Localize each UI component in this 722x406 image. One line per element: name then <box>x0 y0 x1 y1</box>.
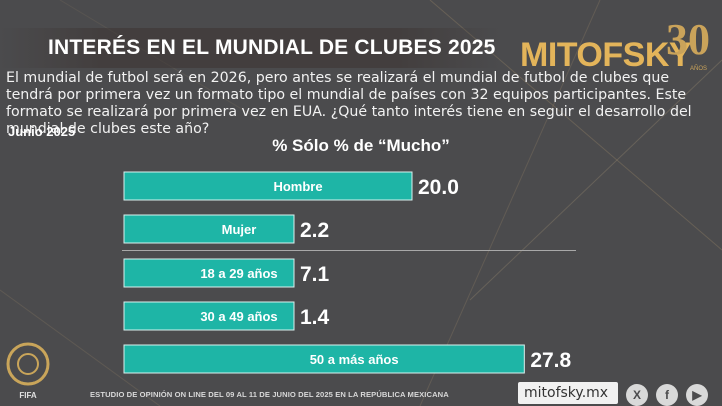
logo-anniversary-sub: AÑOS <box>690 66 708 72</box>
website-link[interactable]: mitofsky.mx <box>518 382 618 404</box>
page-title: INTERÉS EN EL MUNDIAL DE CLUBES 2025 <box>48 36 496 59</box>
youtube-icon[interactable]: ▶ <box>686 384 708 406</box>
bar-4 <box>123 344 525 374</box>
logo-anniversary-number: 30 <box>666 15 710 64</box>
x-icon[interactable]: X <box>626 384 648 406</box>
logo-text: MITOFSKY <box>520 36 692 74</box>
badge-org: FIFA <box>19 391 37 400</box>
bar-2 <box>123 258 295 288</box>
bar-3 <box>123 301 295 331</box>
bar-category-label: Mujer <box>222 222 257 237</box>
bar-value-label: 2.2 <box>300 219 329 242</box>
survey-question: El mundial de futbol será en 2026, pero … <box>6 70 692 137</box>
bar-0 <box>123 171 413 201</box>
bar-1 <box>123 214 295 244</box>
survey-date: Junio 2025 <box>8 124 76 139</box>
bar-value-label: 7.1 <box>300 263 330 286</box>
bar-category-label: Hombre <box>273 179 322 194</box>
footer-note: ESTUDIO DE OPINIÓN ON LINE DEL 09 AL 11 … <box>90 390 449 399</box>
bar-value-label: 20.0 <box>418 176 459 199</box>
website-link-text: mitofsky.mx <box>524 385 609 401</box>
title-band <box>0 28 500 68</box>
facebook-icon[interactable]: f <box>656 384 678 406</box>
chart-title: % Sólo % de “Mucho” <box>272 136 450 155</box>
club-world-cup-badge: FIFA <box>6 342 50 400</box>
bar-category-label: 50 a más años <box>310 352 399 367</box>
bar-value-label: 27.8 <box>530 349 571 372</box>
bar-value-label: 1.4 <box>300 306 330 329</box>
mitofsky-logo: MITOFSKY 30 AÑOS <box>514 10 719 74</box>
bar-category-label: 18 a 29 años <box>200 266 277 281</box>
bar-category-label: 30 a 49 años <box>200 309 277 324</box>
group-divider <box>122 250 576 251</box>
